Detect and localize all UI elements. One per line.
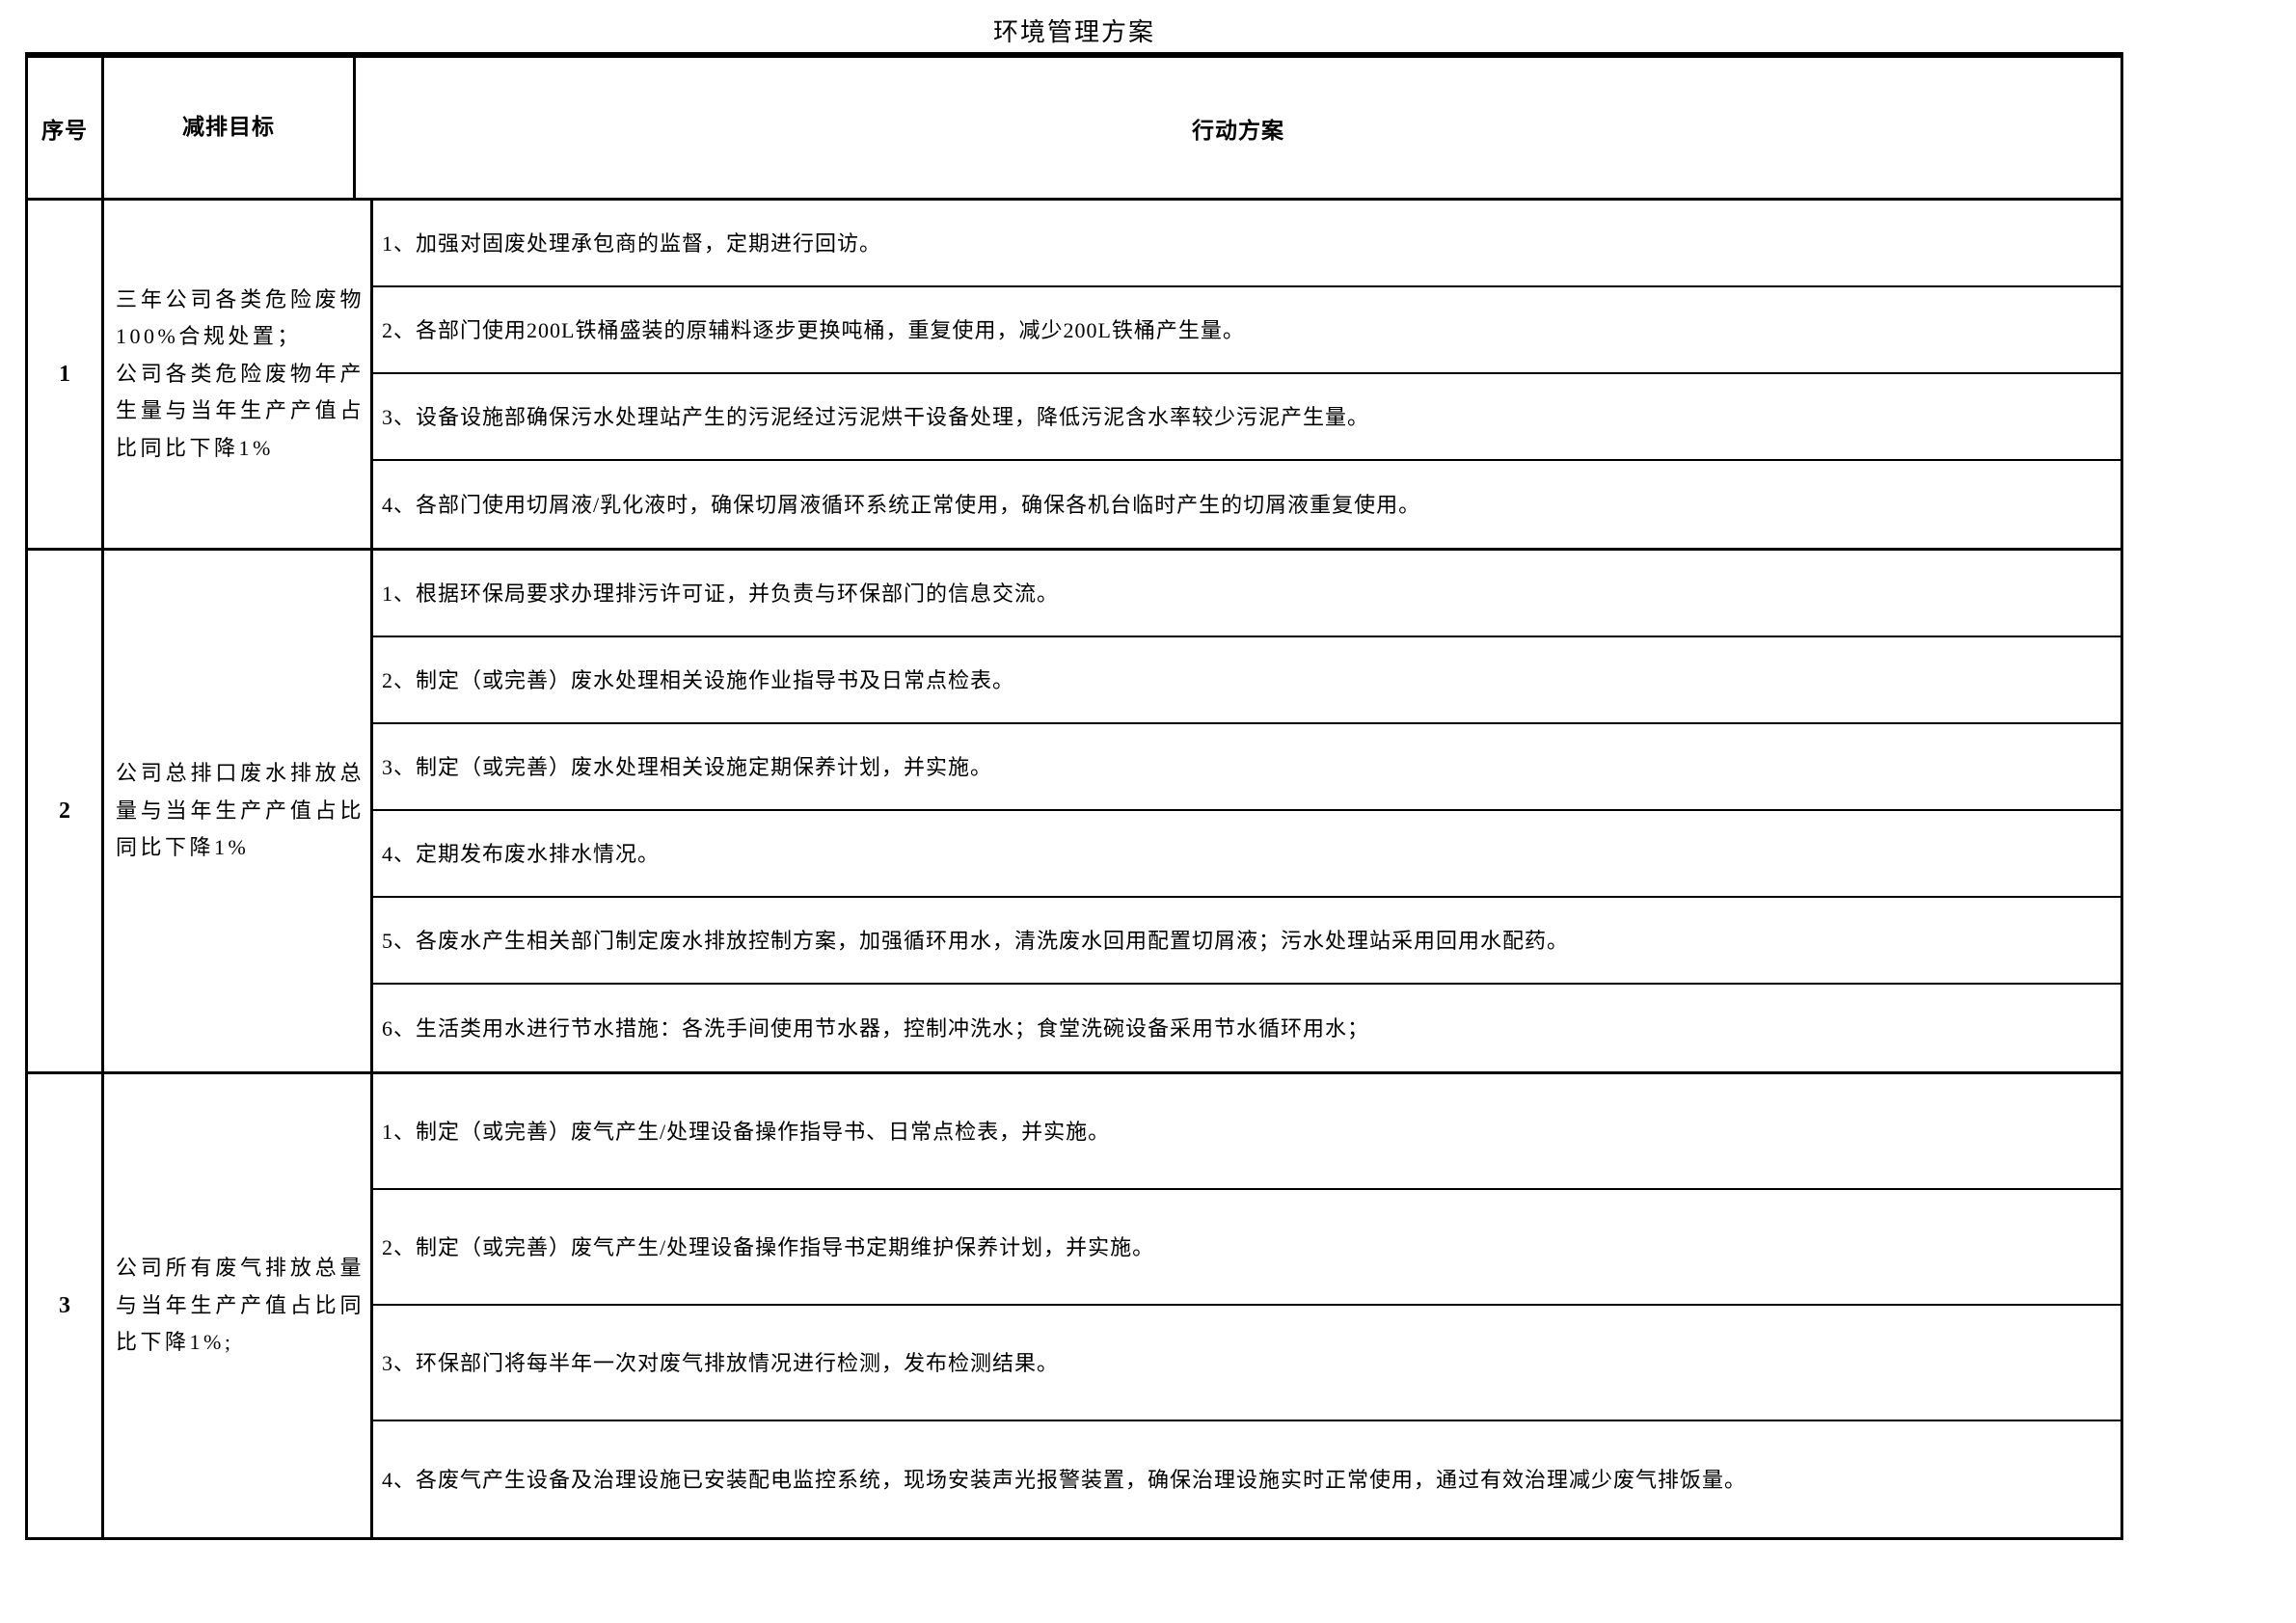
action-item: 1、根据环保局要求办理排污许可证，并负责与环保部门的信息交流。 [373, 551, 2120, 637]
header-index: 序号 [28, 58, 104, 198]
header-reduction-target: 减排目标 [104, 58, 356, 198]
row-index-cell: 3 [28, 1074, 104, 1537]
action-item: 1、制定（或完善）废气产生/处理设备操作指导书、日常点检表，并实施。 [373, 1074, 2120, 1190]
action-plan-cell: 1、制定（或完善）废气产生/处理设备操作指导书、日常点检表，并实施。 2、制定（… [373, 1074, 2120, 1537]
table-row: 1 三年公司各类危险废物100%合规处置； 公司各类危险废物年产生量与当年生产产… [28, 198, 2120, 548]
reduction-target-cell: 三年公司各类危险废物100%合规处置； 公司各类危险废物年产生量与当年生产产值占… [104, 201, 373, 548]
row-index-cell: 1 [28, 201, 104, 548]
page-title: 环境管理方案 [992, 18, 1155, 46]
environment-plan-table: 序号 减排目标 行动方案 1 三年公司各类危险废物100%合规处置； 公司各类危… [25, 52, 2123, 1540]
action-item: 3、制定（或完善）废水处理相关设施定期保养计划，并实施。 [373, 724, 2120, 811]
reduction-target-cell: 公司所有废气排放总量与当年生产产值占比同比下降1%; [104, 1074, 373, 1537]
action-item: 4、定期发布废水排水情况。 [373, 811, 2120, 898]
action-item: 5、各废水产生相关部门制定废水排放控制方案，加强循环用水，清洗废水回用配置切屑液… [373, 898, 2120, 985]
header-action-plan: 行动方案 [1192, 118, 1284, 143]
action-item: 2、制定（或完善）废水处理相关设施作业指导书及日常点检表。 [373, 637, 2120, 724]
action-item: 3、环保部门将每半年一次对废气排放情况进行检测，发布检测结果。 [373, 1306, 2120, 1421]
document-sheet: 环境管理方案 序号 减排目标 行动方案 1 三年公司各类危险废物100%合规处置… [25, 0, 2123, 1540]
action-item: 2、各部门使用200L铁桶盛装的原辅料逐步更换吨桶，重复使用，减少200L铁桶产… [373, 287, 2120, 374]
table-row: 3 公司所有废气排放总量与当年生产产值占比同比下降1%; 1、制定（或完善）废气… [28, 1071, 2120, 1537]
table-row: 2 公司总排口废水排放总量与当年生产产值占比同比下降1% 1、根据环保局要求办理… [28, 548, 2120, 1071]
action-item: 4、各部门使用切屑液/乳化液时，确保切屑液循环系统正常使用，确保各机台临时产生的… [382, 492, 1421, 517]
action-plan-cell: 1、加强对固废处理承包商的监督，定期进行回访。 2、各部门使用200L铁桶盛装的… [373, 201, 2120, 548]
table-header-row: 序号 减排目标 行动方案 [28, 58, 2120, 198]
row-index-cell: 2 [28, 551, 104, 1071]
action-item: 6、生活类用水进行节水措施：各洗手间使用节水器，控制冲洗水；食堂洗碗设备采用节水… [382, 1015, 1370, 1041]
action-item: 2、制定（或完善）废气产生/处理设备操作指导书定期维护保养计划，并实施。 [373, 1190, 2120, 1306]
action-item: 3、设备设施部确保污水处理站产生的污泥经过污泥烘干设备处理，降低污泥含水率较少污… [373, 374, 2120, 461]
action-item: 1、加强对固废处理承包商的监督，定期进行回访。 [373, 201, 2120, 287]
action-plan-cell: 1、根据环保局要求办理排污许可证，并负责与环保部门的信息交流。 2、制定（或完善… [373, 551, 2120, 1071]
reduction-target-cell: 公司总排口废水排放总量与当年生产产值占比同比下降1% [104, 551, 373, 1071]
action-item: 4、各废气产生设备及治理设施已安装配电监控系统，现场安装声光报警装置，确保治理设… [382, 1467, 1747, 1492]
